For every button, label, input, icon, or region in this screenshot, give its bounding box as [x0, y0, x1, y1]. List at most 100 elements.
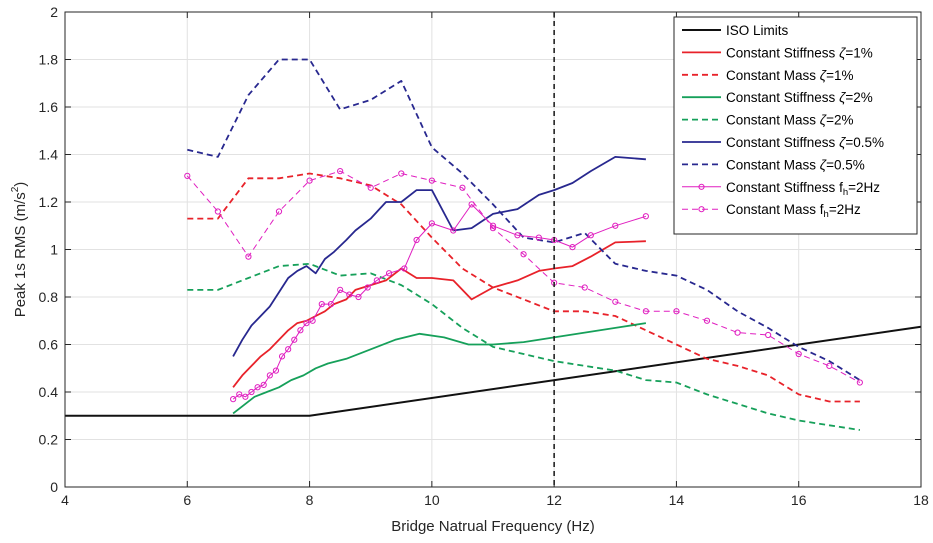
legend-label: Constant Stiffness ζ=2%	[726, 90, 873, 105]
y-tick-label: 1.2	[39, 194, 59, 210]
data-point	[514, 232, 521, 239]
x-tick-label: 18	[913, 492, 929, 508]
data-point	[535, 234, 542, 241]
legend-label: Constant Mass ζ=1%	[726, 68, 853, 83]
series-line	[65, 325, 922, 417]
y-axis-label-superscript: 2	[10, 186, 21, 192]
data-point	[734, 329, 741, 336]
y-axis-label-close: )	[12, 182, 29, 187]
data-point	[309, 317, 316, 324]
y-axis-label-main: Peak 1s RMS (m/s	[12, 192, 29, 317]
data-point	[230, 396, 237, 403]
data-point	[306, 177, 313, 184]
y-tick-label: 1	[50, 242, 58, 258]
series-4	[187, 262, 861, 431]
data-point	[242, 393, 249, 400]
y-tick-label: 1.4	[39, 147, 59, 163]
series-line	[187, 262, 861, 431]
data-point	[826, 362, 833, 369]
series-3	[232, 322, 647, 415]
legend-item: Constant Mass ζ=0.5%	[682, 157, 865, 172]
series-layer	[65, 12, 922, 487]
legend-item: Constant Mass ζ=1%	[682, 68, 853, 83]
legend-marker	[698, 206, 705, 213]
data-point	[703, 317, 711, 324]
data-point	[450, 227, 457, 234]
data-point	[327, 301, 335, 308]
data-point	[642, 308, 649, 315]
x-tick-label: 10	[424, 492, 440, 508]
y-tick-label: 1.8	[39, 52, 59, 68]
series-5	[232, 155, 646, 357]
legend-item: Constant Stiffness ζ=2%	[682, 90, 873, 105]
legend-label: Constant Stiffness ζ=1%	[726, 45, 873, 60]
data-point	[520, 251, 527, 258]
x-tick-label: 8	[306, 492, 314, 508]
legend-item: Constant Stiffness fh=2Hz	[682, 180, 880, 198]
data-point	[275, 208, 283, 215]
data-point	[337, 286, 344, 293]
data-point	[318, 301, 325, 308]
legend-item: Constant Mass ζ=2%	[682, 113, 853, 128]
data-point	[581, 284, 588, 291]
data-point	[856, 379, 863, 386]
series-2	[187, 172, 860, 403]
x-tick-label: 14	[669, 492, 685, 508]
data-point	[459, 184, 466, 191]
y-tick-label: 0.8	[39, 289, 59, 305]
series-line	[232, 322, 647, 415]
x-tick-label: 6	[183, 492, 191, 508]
data-point	[673, 308, 680, 315]
data-point	[355, 293, 362, 301]
series-line	[232, 203, 647, 400]
data-point	[346, 291, 353, 298]
data-point	[278, 353, 286, 360]
series-7	[230, 201, 649, 403]
legend-label: Constant Stiffness fh=2Hz	[726, 180, 880, 198]
legend-item: Constant Stiffness ζ=0.5%	[682, 135, 884, 150]
data-point	[272, 367, 280, 374]
x-axis-label: Bridge Natrual Frequency (Hz)	[391, 518, 594, 535]
data-point	[291, 336, 298, 343]
y-tick-label: 0.2	[39, 432, 59, 448]
data-point	[428, 220, 435, 227]
y-tick-label: 0.4	[39, 384, 59, 400]
legend-item: ISO Limits	[682, 23, 789, 38]
data-point	[260, 381, 267, 388]
legend-label: Constant Mass ζ=2%	[726, 113, 853, 128]
series-line	[187, 172, 860, 403]
data-point	[285, 346, 292, 353]
legend-label: Constant Mass ζ=0.5%	[726, 157, 865, 172]
legend-item: Constant Mass fh=2Hz	[682, 202, 861, 220]
legend: ISO Limits Constant Stiffness ζ=1% Constan…	[673, 16, 918, 235]
legend-label: Constant Mass fh=2Hz	[726, 202, 861, 220]
data-point	[367, 184, 374, 191]
y-tick-label: 2	[50, 4, 58, 20]
y-tick-label: 1.6	[39, 99, 59, 115]
data-point	[428, 177, 435, 184]
data-point	[489, 225, 497, 232]
data-point	[373, 277, 380, 284]
data-point	[468, 201, 475, 208]
series-line	[232, 155, 646, 357]
y-tick-label: 0	[50, 479, 58, 495]
series-0	[65, 325, 922, 417]
data-point	[413, 236, 420, 244]
data-point	[612, 222, 619, 229]
data-point	[587, 232, 594, 239]
tick-labels: 4 6 8 10 12 14 16 18 0 0.2 0.4 0.6 0.8 1 1.2 1.4 1.6 1.8 2	[39, 4, 929, 508]
y-axis-label: Peak 1s RMS (m/s2)	[10, 182, 29, 318]
data-point	[337, 168, 344, 175]
data-point	[364, 284, 371, 291]
data-point	[266, 372, 273, 379]
series-line	[186, 170, 861, 383]
legend-item: Constant Stiffness ζ=1%	[682, 45, 873, 60]
x-tick-label: 16	[791, 492, 807, 508]
legend-marker	[698, 183, 705, 190]
data-point	[569, 244, 576, 251]
data-point	[248, 388, 255, 396]
data-point	[254, 384, 261, 391]
data-point	[245, 253, 252, 260]
data-point	[184, 172, 191, 179]
